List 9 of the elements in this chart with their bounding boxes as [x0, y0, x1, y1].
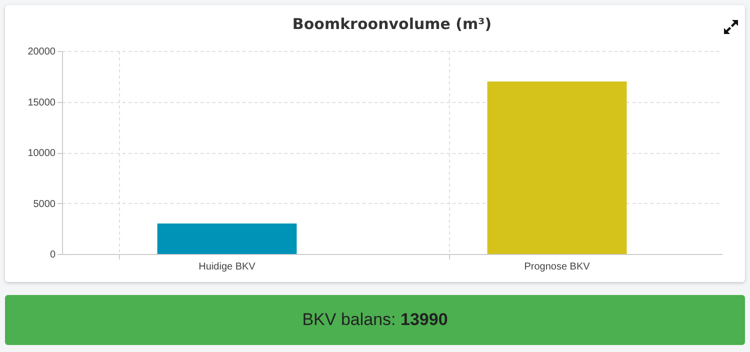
y-tick-label: 0: [50, 250, 56, 260]
y-tick-label: 15000: [28, 97, 56, 108]
y-tick-label: 10000: [28, 148, 56, 159]
x-tick-label: Prognose BKV: [524, 262, 590, 272]
chart-title: Boomkroonvolume (m³): [292, 15, 492, 33]
y-tick-label: 5000: [33, 198, 56, 210]
x-tick-label: Huidige BKV: [198, 262, 256, 272]
text: BKV balans: 13990: [302, 310, 448, 330]
y-tick-label: 20000: [28, 46, 56, 58]
